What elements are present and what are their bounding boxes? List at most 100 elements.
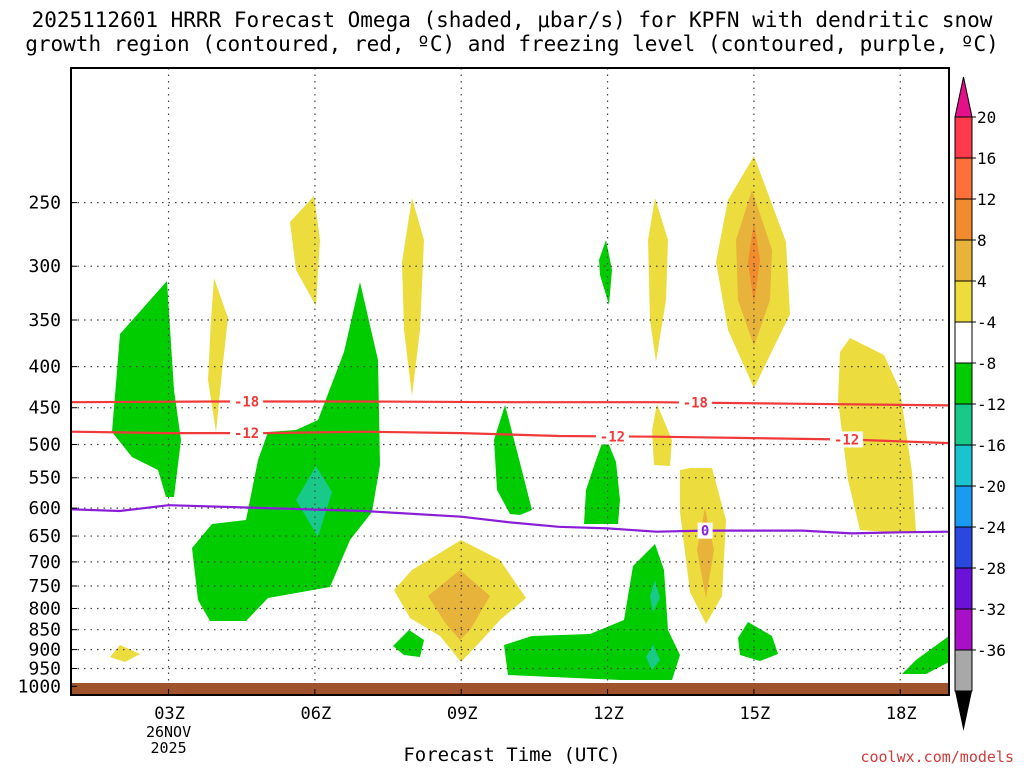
omega-region-orange-3: [428, 570, 490, 640]
ground-surface: [71, 683, 949, 695]
y-axis: 2503003504004505005506006507007508008509…: [18, 193, 77, 697]
x-tick-label: 18Z: [886, 704, 917, 724]
omega-region-green-7: [393, 630, 424, 657]
x-tick-label: 15Z: [740, 704, 771, 724]
y-tick-label: 350: [28, 310, 61, 331]
y-tick-label: 950: [28, 658, 61, 679]
contour-label-dgz-minus-18: -18: [234, 394, 259, 410]
omega-region-green-6: [504, 544, 680, 680]
colorbar-tick-label: 12: [977, 190, 996, 209]
contour-label-dgz-minus-18: -18: [683, 396, 708, 412]
contour-line-freezing-level: [70, 504, 950, 535]
omega-region-green-8: [738, 622, 778, 661]
x-tick-label: 09Z: [447, 704, 478, 724]
colorbar-tick-label: 4: [977, 272, 987, 291]
omega-region-yellow-2: [208, 278, 228, 432]
contour-label-freezing-level: 0: [701, 524, 709, 540]
contour-label-bg: [230, 393, 264, 410]
colorbar-swatch: [954, 444, 973, 487]
colorbar-tick-label: -28: [977, 559, 1006, 578]
colorbar: 20 16 12 8 4 -4 -8 -12 -16 -20 -24 -28 -32 -36: [954, 76, 1006, 731]
colorbar-tick-label: -32: [977, 600, 1006, 619]
colorbar-swatch: [954, 649, 973, 692]
colorbar-tick-label: -24: [977, 518, 1006, 537]
y-tick-label: 500: [28, 434, 61, 455]
colorbar-swatch: [954, 116, 973, 159]
contour-label-bg: [830, 431, 864, 448]
colorbar-tick-label: -12: [977, 395, 1006, 414]
omega-region-green-1: [112, 281, 181, 497]
y-tick-label: 250: [28, 193, 61, 214]
omega-region-green-2: [192, 282, 380, 621]
colorbar-swatch: [954, 321, 973, 364]
omega-region-aqua-1: [296, 466, 332, 537]
omega-region-aqua-3: [646, 645, 660, 670]
x-tick-date-label: 26NOV: [146, 723, 191, 741]
contour-line-dgz-minus-18: [70, 400, 950, 407]
omega-shading: [110, 156, 949, 680]
colorbar-swatch: [954, 485, 973, 528]
colorbar-tick-label: -8: [977, 354, 996, 373]
y-tick-label: 450: [28, 398, 61, 419]
omega-region-yellow-8: [838, 338, 916, 533]
omega-region-yellow-4: [648, 198, 668, 362]
y-tick-label: 750: [28, 576, 61, 597]
colorbar-swatch: [954, 526, 973, 569]
x-tick-label: 03Z: [154, 704, 185, 724]
colorbar-swatch: [954, 567, 973, 610]
colorbar-swatch: [954, 198, 973, 241]
colorbar-swatch: [954, 157, 973, 200]
omega-region-yellow-3: [402, 198, 424, 396]
y-tick-label: 700: [28, 552, 61, 573]
contour-label-dgz-minus-12: -12: [600, 429, 625, 445]
colorbar-tick-label: -4: [977, 313, 996, 332]
x-tick-date-label: 2025: [150, 739, 186, 757]
contour-label-bg: [697, 522, 713, 539]
colorbar-tick-label: -36: [977, 641, 1006, 660]
y-tick-label: 300: [28, 256, 61, 277]
y-tick-label: 550: [28, 468, 61, 489]
omega-region-yellow-5: [652, 404, 672, 466]
contour-label-bg: [230, 425, 264, 442]
colorbar-tick-label: -16: [977, 436, 1006, 455]
credit-link[interactable]: coolwx.com/models: [860, 748, 1014, 766]
gridlines: [71, 68, 949, 695]
y-tick-label: 400: [28, 357, 61, 378]
y-tick-label: 800: [28, 599, 61, 620]
colorbar-tick-label: 8: [977, 231, 987, 250]
contour-label-bg: [595, 428, 629, 445]
omega-region-green-9: [902, 636, 949, 674]
contour-label-bg: [678, 394, 712, 411]
plot-frame: [70, 67, 950, 696]
colorbar-swatch: [954, 362, 973, 405]
y-tick-label: 850: [28, 620, 61, 641]
contour-line-dgz-minus-12: [70, 430, 950, 445]
y-tick-label: 900: [28, 640, 61, 661]
contour-label-dgz-minus-12: -12: [834, 432, 859, 448]
colorbar-tick-label: 16: [977, 149, 996, 168]
colorbar-tick-label: 20: [977, 108, 996, 127]
omega-region-yellow-1: [290, 196, 320, 306]
x-tick-label: 06Z: [301, 704, 332, 724]
colorbar-top-arrow: [954, 76, 973, 118]
colorbar-tick-label: -20: [977, 477, 1006, 496]
omega-region-green-3: [494, 405, 532, 515]
y-tick-label: 1000: [18, 676, 61, 697]
colorbar-swatch: [954, 608, 973, 651]
omega-region-aqua-2: [650, 580, 660, 612]
y-tick-label: 600: [28, 498, 61, 519]
contour-layer: -18 -18 -12 -12 -12 0: [70, 393, 950, 540]
omega-region-green-5: [599, 240, 612, 305]
colorbar-swatch: [954, 403, 973, 446]
x-axis-title: Forecast Time (UTC): [403, 744, 621, 766]
colorbar-swatch: [954, 280, 973, 323]
chart-title-line-1: 2025112601 HRRR Forecast Omega (shaded, …: [31, 8, 993, 32]
y-tick-label: 650: [28, 526, 61, 547]
colorbar-swatch: [954, 239, 973, 282]
colorbar-bottom-arrow: [955, 691, 972, 731]
omega-region-green-4: [584, 435, 620, 524]
chart-title-line-2: growth region (contoured, red, ºC) and f…: [25, 32, 999, 56]
